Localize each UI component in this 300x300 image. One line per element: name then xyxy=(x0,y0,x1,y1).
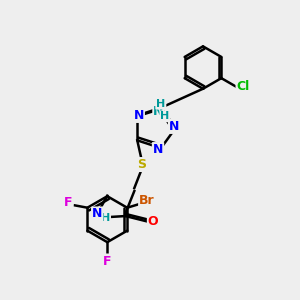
Text: Br: Br xyxy=(139,194,155,207)
Text: H: H xyxy=(160,111,170,121)
Text: N: N xyxy=(153,143,163,156)
Text: O: O xyxy=(148,215,158,228)
Text: S: S xyxy=(137,158,146,171)
Text: F: F xyxy=(64,196,73,209)
Text: H: H xyxy=(101,212,110,223)
Text: N: N xyxy=(134,109,144,122)
Text: Cl: Cl xyxy=(236,80,250,94)
Text: N: N xyxy=(92,208,102,220)
Text: F: F xyxy=(103,254,112,268)
Text: H: H xyxy=(156,99,165,109)
Text: N: N xyxy=(169,120,179,133)
Text: N: N xyxy=(153,104,164,118)
